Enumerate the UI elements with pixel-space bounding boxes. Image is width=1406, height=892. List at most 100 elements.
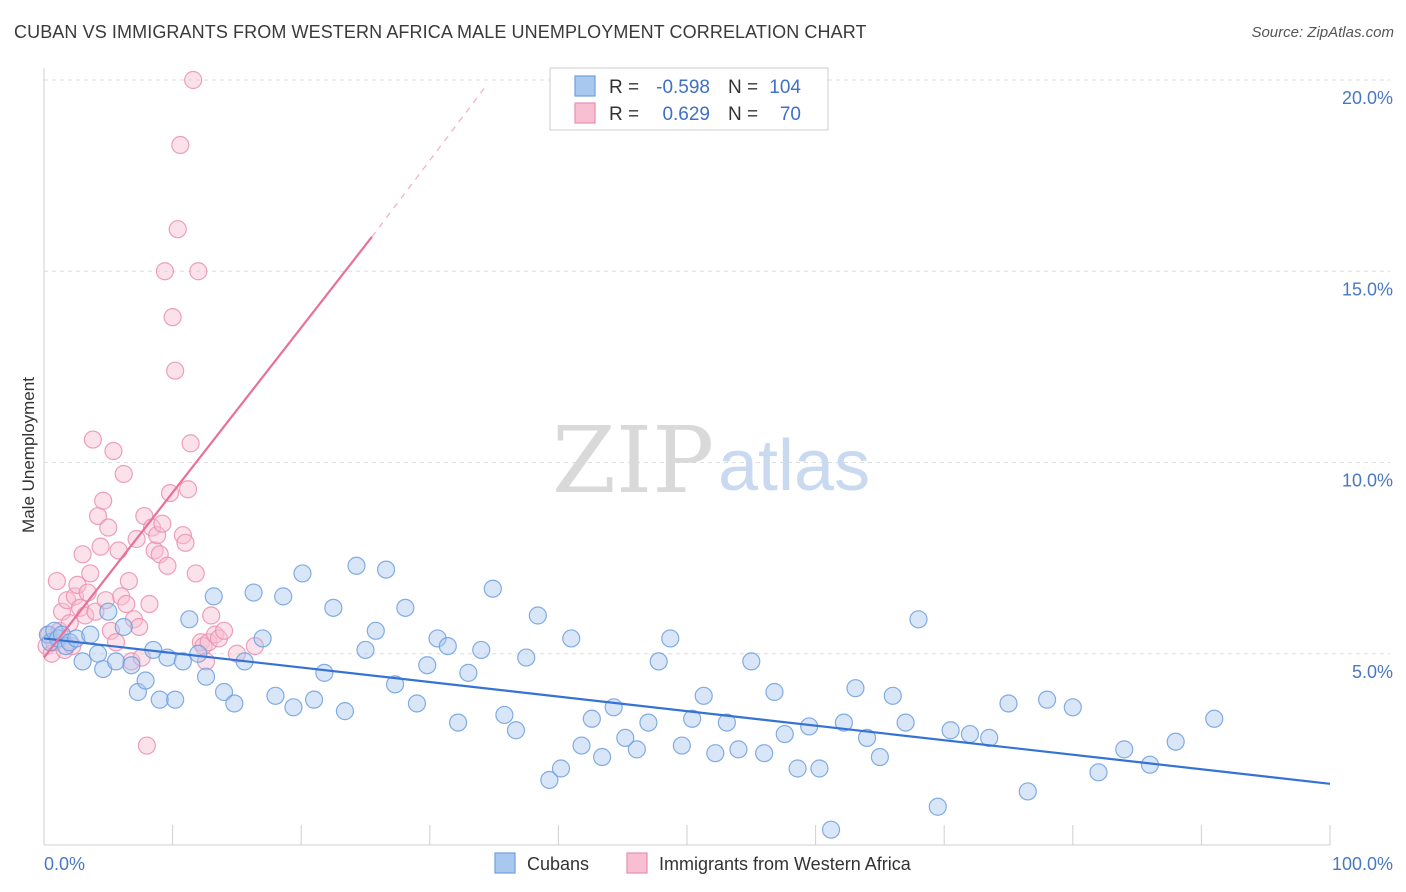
cuban-point xyxy=(88,644,108,663)
cuban-point xyxy=(834,713,853,732)
cuban-point xyxy=(672,736,691,755)
cuban-point xyxy=(661,629,680,648)
cuban-point xyxy=(941,721,960,740)
wafrica-point xyxy=(189,262,208,281)
wafrica-point xyxy=(227,644,246,663)
cuban-point xyxy=(1205,709,1224,728)
trend-line-wafrica-extension xyxy=(371,83,489,238)
wafrica-point xyxy=(86,602,105,621)
source-label: Source: ZipAtlas.com xyxy=(1251,24,1394,41)
cuban-point xyxy=(683,709,702,728)
wafrica-point xyxy=(122,652,141,671)
axes xyxy=(43,68,1331,846)
watermark-zip: ZIP xyxy=(552,407,714,514)
cuban-point xyxy=(166,690,185,709)
cuban-point xyxy=(1037,690,1057,709)
wafrica-point xyxy=(181,434,200,453)
legend-n-value-wafrica: 70 xyxy=(780,104,801,125)
cuban-point xyxy=(225,694,244,713)
wafrica-point xyxy=(163,308,182,327)
x-tick-label-0: 0.0% xyxy=(44,854,85,874)
cuban-point xyxy=(284,698,303,717)
series-legend: Cubans Immigrants from Western Africa xyxy=(494,852,912,874)
cuban-point xyxy=(73,652,92,671)
cuban-point xyxy=(459,663,478,682)
cuban-point xyxy=(150,690,169,709)
bottom-legend-label-cubans: Cubans xyxy=(527,854,589,874)
wafrica-point xyxy=(94,491,113,510)
cuban-point xyxy=(729,740,748,759)
trend-lines xyxy=(43,83,1331,785)
bottom-legend-swatch-cubans xyxy=(494,852,516,874)
legend-n-label-wafrica: N = xyxy=(728,104,758,125)
y-axis-label: Male Unemployment xyxy=(19,377,38,533)
cuban-point xyxy=(396,598,415,617)
wafrica-point xyxy=(117,594,136,614)
x-tick-label-1: 100.0% xyxy=(1332,854,1393,874)
cuban-point xyxy=(755,744,774,763)
cuban-point xyxy=(418,656,437,675)
bottom-legend-label-wafrica: Immigrants from Western Africa xyxy=(659,854,912,874)
cuban-point xyxy=(136,671,155,690)
y-tick-label-0: 5.0% xyxy=(1352,662,1393,682)
wafrica-point xyxy=(245,636,265,656)
wafrica-point xyxy=(130,617,149,637)
cuban-point xyxy=(909,610,928,629)
legend-n-label-cubans: N = xyxy=(728,77,758,98)
cuban-point xyxy=(562,629,581,648)
wafrica-point xyxy=(99,518,118,537)
cuban-point xyxy=(244,583,263,602)
watermark: ZIP atlas xyxy=(552,407,870,514)
cuban-point xyxy=(821,820,841,839)
wafrica-point xyxy=(153,514,172,533)
cuban-point xyxy=(173,652,192,671)
wafrica-point xyxy=(168,220,187,239)
cuban-point xyxy=(551,759,571,778)
cuban-point xyxy=(189,644,208,663)
cuban-point xyxy=(960,724,980,744)
cuban-point xyxy=(742,652,761,671)
cuban-point xyxy=(472,640,491,660)
cuban-point xyxy=(253,629,272,648)
cuban-point xyxy=(448,713,468,732)
cuban-point xyxy=(717,713,736,732)
wafrica-point xyxy=(202,606,221,625)
cuban-point xyxy=(694,686,713,705)
legend-swatch-wafrica xyxy=(574,102,596,124)
x-tick-labels: 0.0% 100.0% xyxy=(44,854,1393,874)
wafrica-point xyxy=(104,441,123,461)
cuban-point xyxy=(639,713,658,732)
cuban-point xyxy=(106,652,126,671)
wafrica-point xyxy=(214,621,234,640)
cuban-point xyxy=(122,656,141,675)
y-tick-labels: 5.0% 10.0% 15.0% 20.0% xyxy=(1342,88,1393,682)
cuban-point xyxy=(980,728,999,748)
cuban-point xyxy=(896,713,915,732)
cuban-point xyxy=(114,617,133,637)
cuban-point xyxy=(204,587,223,606)
cuban-point xyxy=(438,636,457,656)
cuban-point xyxy=(788,759,807,778)
cuban-point xyxy=(214,682,234,702)
cuban-point xyxy=(765,682,784,702)
cuban-point xyxy=(928,797,947,816)
cuban-point xyxy=(616,728,635,748)
cuban-point xyxy=(376,560,396,579)
wafrica-point xyxy=(73,545,92,564)
cuban-point xyxy=(304,690,324,709)
cuban-point xyxy=(528,606,547,625)
trend-line-wafrica xyxy=(43,236,373,659)
cuban-point xyxy=(706,744,725,763)
wafrica-point xyxy=(178,480,198,499)
y-tick-label-3: 20.0% xyxy=(1342,88,1393,108)
legend-r-label-cubans: R = xyxy=(609,77,639,98)
cuban-point xyxy=(810,759,829,778)
cuban-point xyxy=(506,721,526,740)
wafrica-point xyxy=(171,135,190,155)
correlation-legend: R = -0.598 N = 104 R = 0.629 N = 70 xyxy=(549,67,829,131)
y-tick-label-2: 15.0% xyxy=(1342,279,1393,299)
wafrica-point xyxy=(109,541,128,560)
cuban-point xyxy=(1115,740,1134,759)
wafrica-point xyxy=(114,464,133,484)
cuban-point xyxy=(1166,732,1185,751)
